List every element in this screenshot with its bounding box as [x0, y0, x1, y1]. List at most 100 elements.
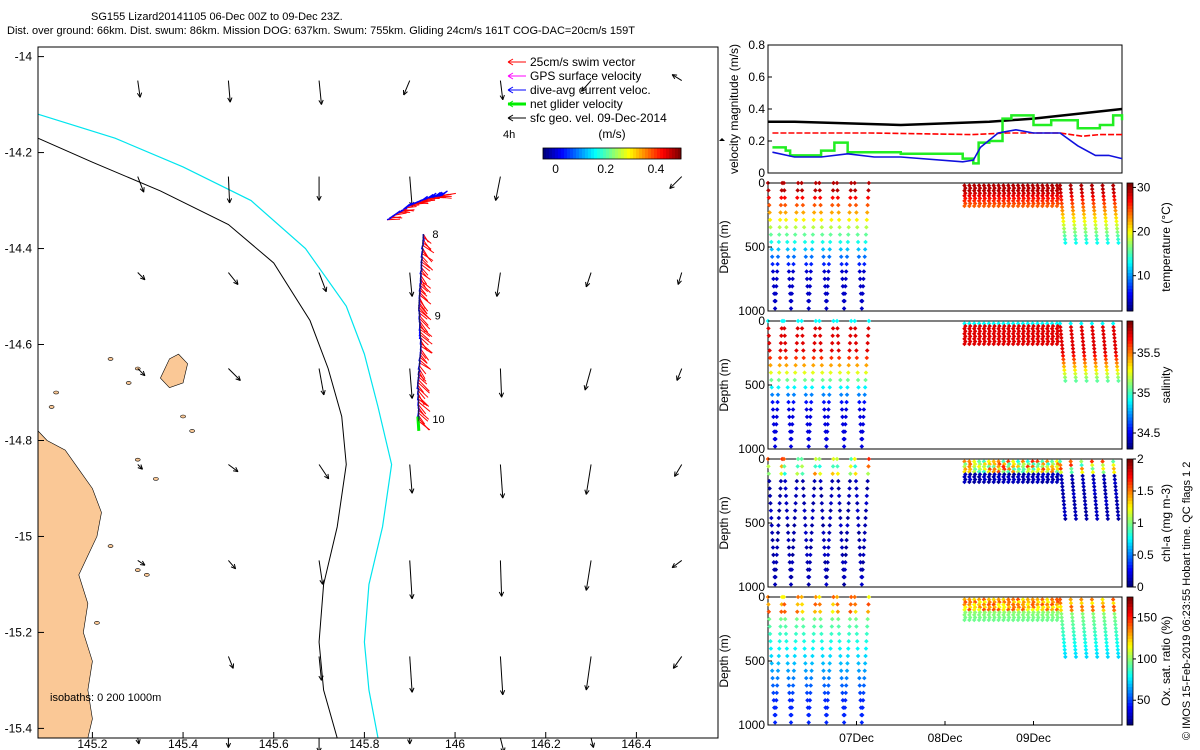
profile-point	[805, 422, 810, 427]
profile-point	[836, 340, 841, 346]
profile-colorbar-cell	[1127, 417, 1133, 421]
legend-swatch-head	[507, 72, 514, 80]
velocity-ylabel: velocity magnitude (m/s)	[727, 44, 741, 174]
profile-point	[1091, 201, 1096, 206]
swim-vector	[418, 420, 431, 431]
map-ytick-label: -14.4	[5, 242, 33, 256]
profile-point	[846, 493, 852, 499]
profile-point	[865, 340, 870, 346]
profile-point	[784, 363, 789, 368]
profile-colorbar-cell	[1127, 616, 1133, 620]
profile-colorbar-tick-label: 10	[1137, 269, 1151, 283]
profile-point	[1100, 186, 1106, 192]
profile-point	[846, 646, 851, 651]
profile-point	[782, 333, 788, 339]
profile-point	[807, 698, 813, 703]
profile-point	[976, 341, 982, 347]
profile-point	[1113, 346, 1118, 351]
profile-point	[1063, 378, 1068, 384]
profile-point	[1020, 203, 1026, 209]
profile-points	[765, 318, 1121, 449]
figure-title: SG155 Lizard20141105 06-Dec 00Z to 09-De…	[91, 11, 343, 23]
profile-point	[848, 464, 854, 469]
profile-point	[1049, 341, 1055, 347]
profile-point	[843, 414, 849, 420]
profile-point	[1044, 203, 1050, 209]
profile-colorbar-cell	[1127, 503, 1133, 508]
profile-point	[842, 291, 848, 296]
colorbar-cell	[564, 148, 568, 159]
profile-point	[1081, 211, 1087, 217]
profile-colorbar-cell	[1127, 529, 1133, 533]
profile-point	[1025, 617, 1031, 623]
map-xtick-label: 145.6	[259, 737, 289, 750]
profile-point	[810, 508, 816, 513]
profile-point	[801, 486, 806, 491]
profile-point	[782, 340, 788, 346]
credit-text: © IMOS 15-Feb-2019 06:23:55 Hobart time.…	[1181, 462, 1193, 740]
profile-point	[803, 392, 809, 398]
profile-point	[1114, 226, 1120, 231]
swim-vector	[391, 216, 403, 219]
profile-point	[1111, 194, 1117, 199]
profile-point	[1105, 654, 1111, 660]
profile-point	[818, 348, 824, 353]
profile-point	[1073, 371, 1078, 376]
profile-point	[1094, 378, 1100, 384]
profile-point	[829, 478, 835, 484]
swim-vector	[418, 315, 429, 326]
swim-vector	[420, 275, 428, 285]
profile-point	[766, 609, 772, 615]
profile-point	[770, 399, 775, 405]
geo-arrow-head	[409, 594, 415, 600]
profile-point	[783, 348, 788, 353]
profile-colorbar-cell	[1127, 645, 1133, 649]
profile-point	[1059, 473, 1064, 479]
profile-point	[1073, 654, 1079, 660]
profile-point	[827, 254, 832, 260]
profile-point	[865, 478, 870, 484]
profile-point	[817, 318, 822, 324]
profile-point	[1030, 341, 1035, 347]
dac-vector	[421, 195, 429, 202]
swim-vector	[420, 279, 432, 289]
profile-point	[1083, 505, 1088, 511]
profile-colorbar-cell	[1127, 215, 1133, 219]
profile-colorbar-cell	[1127, 481, 1133, 485]
profile-point	[854, 501, 860, 506]
profile-point	[789, 422, 795, 427]
profile-point	[1103, 357, 1109, 362]
legend-label: net glider velocity	[530, 97, 623, 111]
profile-point	[792, 653, 798, 659]
swim-vector	[422, 236, 432, 244]
profile-point	[1092, 211, 1097, 217]
profile-point	[825, 276, 831, 282]
day-marker: 8	[432, 229, 438, 241]
geo-arrow	[228, 368, 241, 381]
profile-point	[801, 348, 806, 353]
geo-arrow-head	[135, 739, 141, 745]
profile-point	[817, 456, 822, 462]
profile-point	[1063, 654, 1068, 660]
profile-colorbar-cell	[1127, 632, 1133, 636]
profile-point	[799, 456, 804, 462]
profile-point	[779, 326, 785, 331]
profile-ylabel: Depth (m)	[717, 634, 731, 687]
profile-point	[1059, 342, 1065, 348]
profile-point	[818, 478, 823, 484]
velocity-series-green	[772, 114, 1124, 165]
profile-point	[779, 471, 784, 477]
swim-vector	[420, 331, 430, 341]
profile-point	[834, 318, 840, 324]
profile-point	[783, 631, 789, 637]
profile-point	[811, 355, 816, 361]
profile-point	[1115, 233, 1121, 238]
profile-point	[1110, 597, 1116, 602]
dac-vector	[429, 192, 437, 199]
profile-point	[841, 306, 847, 311]
profile-colorbar-cell	[1127, 369, 1133, 373]
profile-point	[1100, 466, 1106, 471]
swim-vector	[441, 192, 456, 197]
profile-colorbar-cell	[1127, 635, 1133, 639]
profile-point	[1101, 339, 1107, 344]
